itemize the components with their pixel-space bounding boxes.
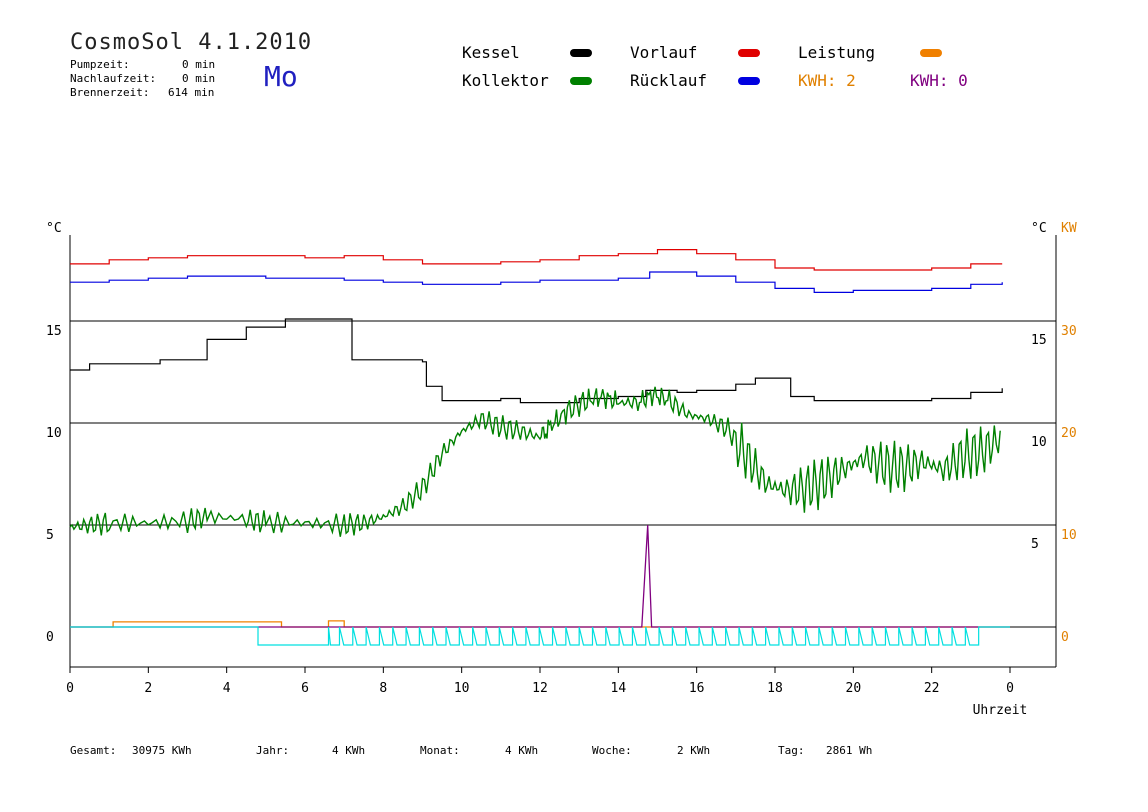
y-left-unit: °C	[46, 221, 62, 236]
x-tick-label: 16	[689, 681, 705, 696]
x-tick-label: 0	[66, 681, 74, 696]
stat-label-pumpzeit: Pumpzeit:	[70, 58, 130, 71]
y-right-tick-label: 15	[1031, 333, 1047, 348]
stat-label-brennerzeit: Brennerzeit:	[70, 86, 150, 99]
y-right-kw-unit: KW	[1061, 221, 1077, 236]
series-line-leistung	[70, 620, 1010, 628]
y-right-kw-tick-label: 0	[1061, 630, 1069, 645]
y-right-kw-tick-label: 20	[1061, 426, 1077, 441]
footer-gesamt-label: Gesamt:	[70, 744, 117, 757]
legend-kessel-label: Kessel	[462, 43, 520, 62]
footer-monat-value: 4 KWh	[505, 744, 539, 757]
footer-tag-value: 2861 Wh	[826, 744, 873, 757]
y-left-tick-label: 15	[46, 324, 62, 339]
x-tick-label: 14	[611, 681, 627, 696]
series-line-kollektor	[69, 386, 1001, 537]
footer-tag-label: Tag:	[778, 744, 805, 757]
legend-leistung-swatch	[920, 49, 942, 57]
series-line-vorlauf	[70, 249, 1003, 271]
y-right-kw-tick-label: 30	[1061, 324, 1077, 339]
series-line-kessel	[70, 318, 1003, 404]
legend-kollektor-swatch	[570, 77, 592, 85]
legend-kessel-swatch	[570, 49, 592, 57]
legend-kwh-orange: KWH: 2	[798, 71, 856, 90]
stat-value-nachlaufzeit: 0 min	[182, 72, 216, 85]
x-tick-label: 2	[144, 681, 152, 696]
y-left-tick-label: 10	[46, 426, 62, 441]
footer-woche-value: 2 KWh	[677, 744, 711, 757]
y-right-tick-label: 10	[1031, 435, 1047, 450]
x-tick-label: 10	[454, 681, 470, 696]
page-title: CosmoSol 4.1.2010	[70, 30, 313, 55]
x-tick-label: 0	[1006, 681, 1014, 696]
y-left-tick-label: 0	[46, 630, 54, 645]
legend-vorlauf-swatch	[738, 49, 760, 57]
y-right-tick-label: 5	[1031, 537, 1039, 552]
x-tick-label: 12	[532, 681, 548, 696]
weekday-label: Mo	[264, 60, 298, 93]
series-line-ruecklauf	[70, 271, 1003, 293]
legend-ruecklauf-swatch	[738, 77, 760, 85]
legend-leistung-label: Leistung	[798, 43, 876, 62]
y-right-kw-tick-label: 10	[1061, 528, 1077, 543]
x-axis-label: Uhrzeit	[973, 703, 1028, 718]
footer-jahr-value: 4 KWh	[332, 744, 366, 757]
footer-jahr-label: Jahr:	[256, 744, 290, 757]
stat-value-brennerzeit: 614 min	[168, 86, 215, 99]
series-line-pump	[70, 626, 1010, 646]
legend-vorlauf-label: Vorlauf	[630, 43, 698, 62]
y-left-tick-label: 5	[46, 528, 54, 543]
x-tick-label: 4	[223, 681, 231, 696]
x-tick-label: 8	[379, 681, 387, 696]
x-tick-label: 18	[767, 681, 783, 696]
footer-woche-label: Woche:	[592, 744, 632, 757]
stat-label-nachlaufzeit: Nachlaufzeit:	[70, 72, 157, 85]
legend-ruecklauf-label: Rücklauf	[630, 71, 708, 90]
footer-monat-label: Monat:	[420, 744, 460, 757]
series-line-kwh	[70, 524, 1010, 628]
stat-value-pumpzeit: 0 min	[182, 58, 216, 71]
legend-kwh-purple: KWH: 0	[910, 71, 968, 90]
x-tick-label: 6	[301, 681, 309, 696]
x-tick-label: 20	[846, 681, 862, 696]
legend-kollektor-label: Kollektor	[462, 71, 549, 90]
x-tick-label: 22	[924, 681, 940, 696]
footer-gesamt-value: 30975 KWh	[132, 744, 192, 757]
y-right-unit: °C	[1031, 221, 1047, 236]
